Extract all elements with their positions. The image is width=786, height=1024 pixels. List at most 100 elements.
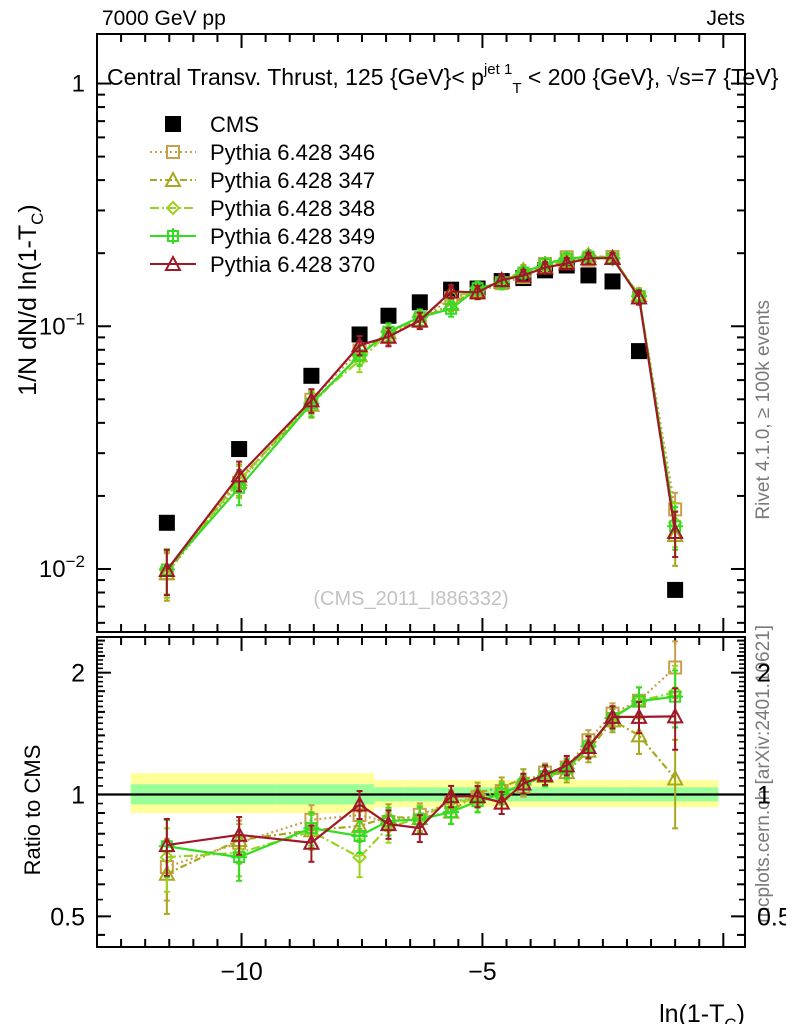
legend-label: CMS [210,112,259,137]
legend-entry-2[interactable]: Pythia 6.428 347 [150,168,375,193]
ratio-y-tick-label-right: 0.5 [757,903,786,931]
ratio-panel: 2 2 1 1 0.5 0.5 [50,636,786,948]
ratio-data-point [230,825,248,842]
series-pythia-6-428-370 [158,248,684,597]
ratio-y-tick-label-right: 2 [757,660,771,688]
ratio-y-ticks [97,636,745,936]
x-tick-label: −5 [468,958,497,986]
legend-label: Pythia 6.428 346 [210,140,375,165]
ratio-data-point [379,815,398,832]
y-tick-label: 10−1 [39,309,85,340]
legend-label: Pythia 6.428 349 [210,224,375,249]
main-x-ticks [96,34,725,632]
ratio-data-point [302,833,321,850]
x-axis-labels: −10 −5 ln(1-TC) [220,958,745,1024]
data-point [558,254,576,271]
ratio-markers [158,707,684,853]
watermark-group: (CMS_2011_I886332) [313,588,508,610]
data-point [603,248,622,266]
data-point [442,282,460,299]
ratio-y-axis-label: Ratio to CMS [20,745,45,876]
data-point [351,326,368,343]
header-left-label: 7000 GeV pp [102,7,226,30]
header-labels: 7000 GeV pp Jets [102,7,745,30]
mcplots-source-label: mcplots.cern.ch [arXiv:2401.10621] [753,625,774,923]
data-point [380,307,397,324]
series-line [166,255,677,574]
legend-label: Pythia 6.428 348 [210,196,375,221]
data-point [536,258,554,275]
legend-entry-5[interactable]: Pythia 6.428 370 [150,252,375,277]
main-panel: 1 10−1 10−2 [39,33,746,633]
data-point [666,522,684,540]
data-point [350,336,369,353]
ratio-y-tick-labels: 2 2 1 1 0.5 0.5 [50,660,786,932]
ratio-uncertainty-bands [130,773,719,814]
main-data-series [158,246,684,602]
legend-marker [164,170,182,187]
ratio-data-point [411,819,429,836]
ratio-data-point [666,707,684,724]
side-annotations: Rivet 4.1.0, ≥ 100k eventsmcplots.cern.c… [753,300,774,923]
ratio-data-point [158,835,176,853]
plot-title-group: Central Transv. Thrust, 125 {GeV}< pjet … [107,61,779,97]
ratio-data-point [514,774,533,791]
ratio-line [166,718,676,875]
ratio-data-point [352,849,367,865]
data-point [493,270,511,288]
y-tick-label: 10−2 [39,552,85,583]
legend-label: Pythia 6.428 347 [210,168,375,193]
header-right-label: Jets [706,7,745,30]
ratio-data-point [350,795,369,812]
data-point [604,273,621,290]
data-point [302,391,321,408]
data-point [230,466,248,483]
legend-entry-1[interactable]: Pythia 6.428 346 [150,140,375,165]
ratio-data-point [630,707,648,724]
legend-marker [165,200,181,216]
ratio-data-point [536,765,554,782]
legend-label: Pythia 6.428 370 [210,252,375,277]
ratio-line [166,715,676,847]
legend-marker [164,254,182,271]
series-markers [158,248,684,578]
data-point [468,283,487,300]
legend-entry-4[interactable]: Pythia 6.428 349 [150,224,375,249]
watermark-text: (CMS_2011_I886332) [313,588,508,610]
legend: CMS Pythia 6.428 346 Pythia 6.428 347 Pythi… [150,112,375,277]
data-point [667,581,684,598]
data-point [411,294,428,311]
main-y-ticks [97,82,745,624]
ratio-data-point [442,787,460,804]
y-axis-label-main: 1/N dN/d ln(1-TC) [14,204,47,396]
ratio-data-point [468,787,487,804]
data-point [630,288,648,305]
main-y-tick-labels: 1 10−1 10−2 [39,71,85,583]
ratio-y-tick-label-left: 2 [71,660,85,688]
data-point [303,367,320,384]
plot-title: Central Transv. Thrust, 125 {GeV}< pjet … [107,61,779,97]
data-point [580,267,597,284]
data-point [158,560,176,578]
y-axis-label-ratio: Ratio to CMS [20,745,45,876]
data-point [411,311,429,328]
ratio-data-point [493,793,511,810]
rivet-version-label: Rivet 4.1.0, ≥ 100k events [753,300,774,520]
ratio-x-ticks [96,637,725,947]
series-line [165,256,677,571]
main-plot-frame [96,33,746,633]
ratio-y-tick-label-right: 1 [757,782,771,810]
main-y-axis-label: 1/N dN/d ln(1-TC) [14,204,47,396]
data-point [158,514,175,531]
x-tick-label: −10 [220,958,262,986]
data-point [631,343,648,360]
data-point [579,249,598,266]
data-point [514,266,533,283]
ratio-data-point [558,756,576,773]
legend-entry-0[interactable]: CMS [165,112,259,137]
ratio-y-tick-label-left: 0.5 [50,903,85,931]
ratio-y-tick-label-left: 1 [71,782,85,810]
legend-entry-3[interactable]: Pythia 6.428 348 [150,196,375,221]
